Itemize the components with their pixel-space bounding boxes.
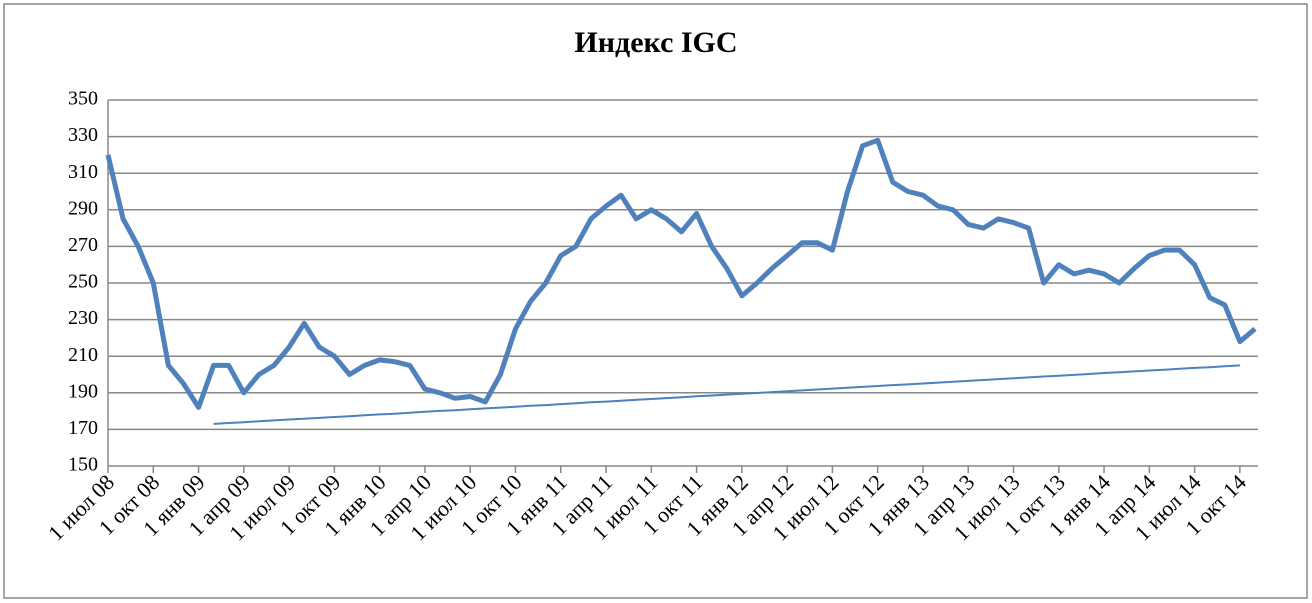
- y-tick-label: 210: [68, 344, 98, 366]
- y-tick-label: 310: [68, 161, 98, 183]
- chart-border: [3, 3, 1308, 599]
- y-tick-label: 190: [68, 380, 98, 402]
- y-tick-label: 290: [68, 197, 98, 219]
- y-tick-label: 270: [68, 234, 98, 256]
- chart-title: Индекс IGC: [574, 26, 737, 59]
- y-tick-label: 230: [68, 307, 98, 329]
- y-tick-label: 250: [68, 271, 98, 293]
- y-tick-label: 170: [68, 417, 98, 439]
- data-line: [105, 137, 1257, 410]
- y-tick-label: 330: [68, 124, 98, 146]
- data-line: [213, 364, 1240, 425]
- y-tick-label: 350: [68, 88, 98, 110]
- y-tick-label: 150: [68, 454, 98, 476]
